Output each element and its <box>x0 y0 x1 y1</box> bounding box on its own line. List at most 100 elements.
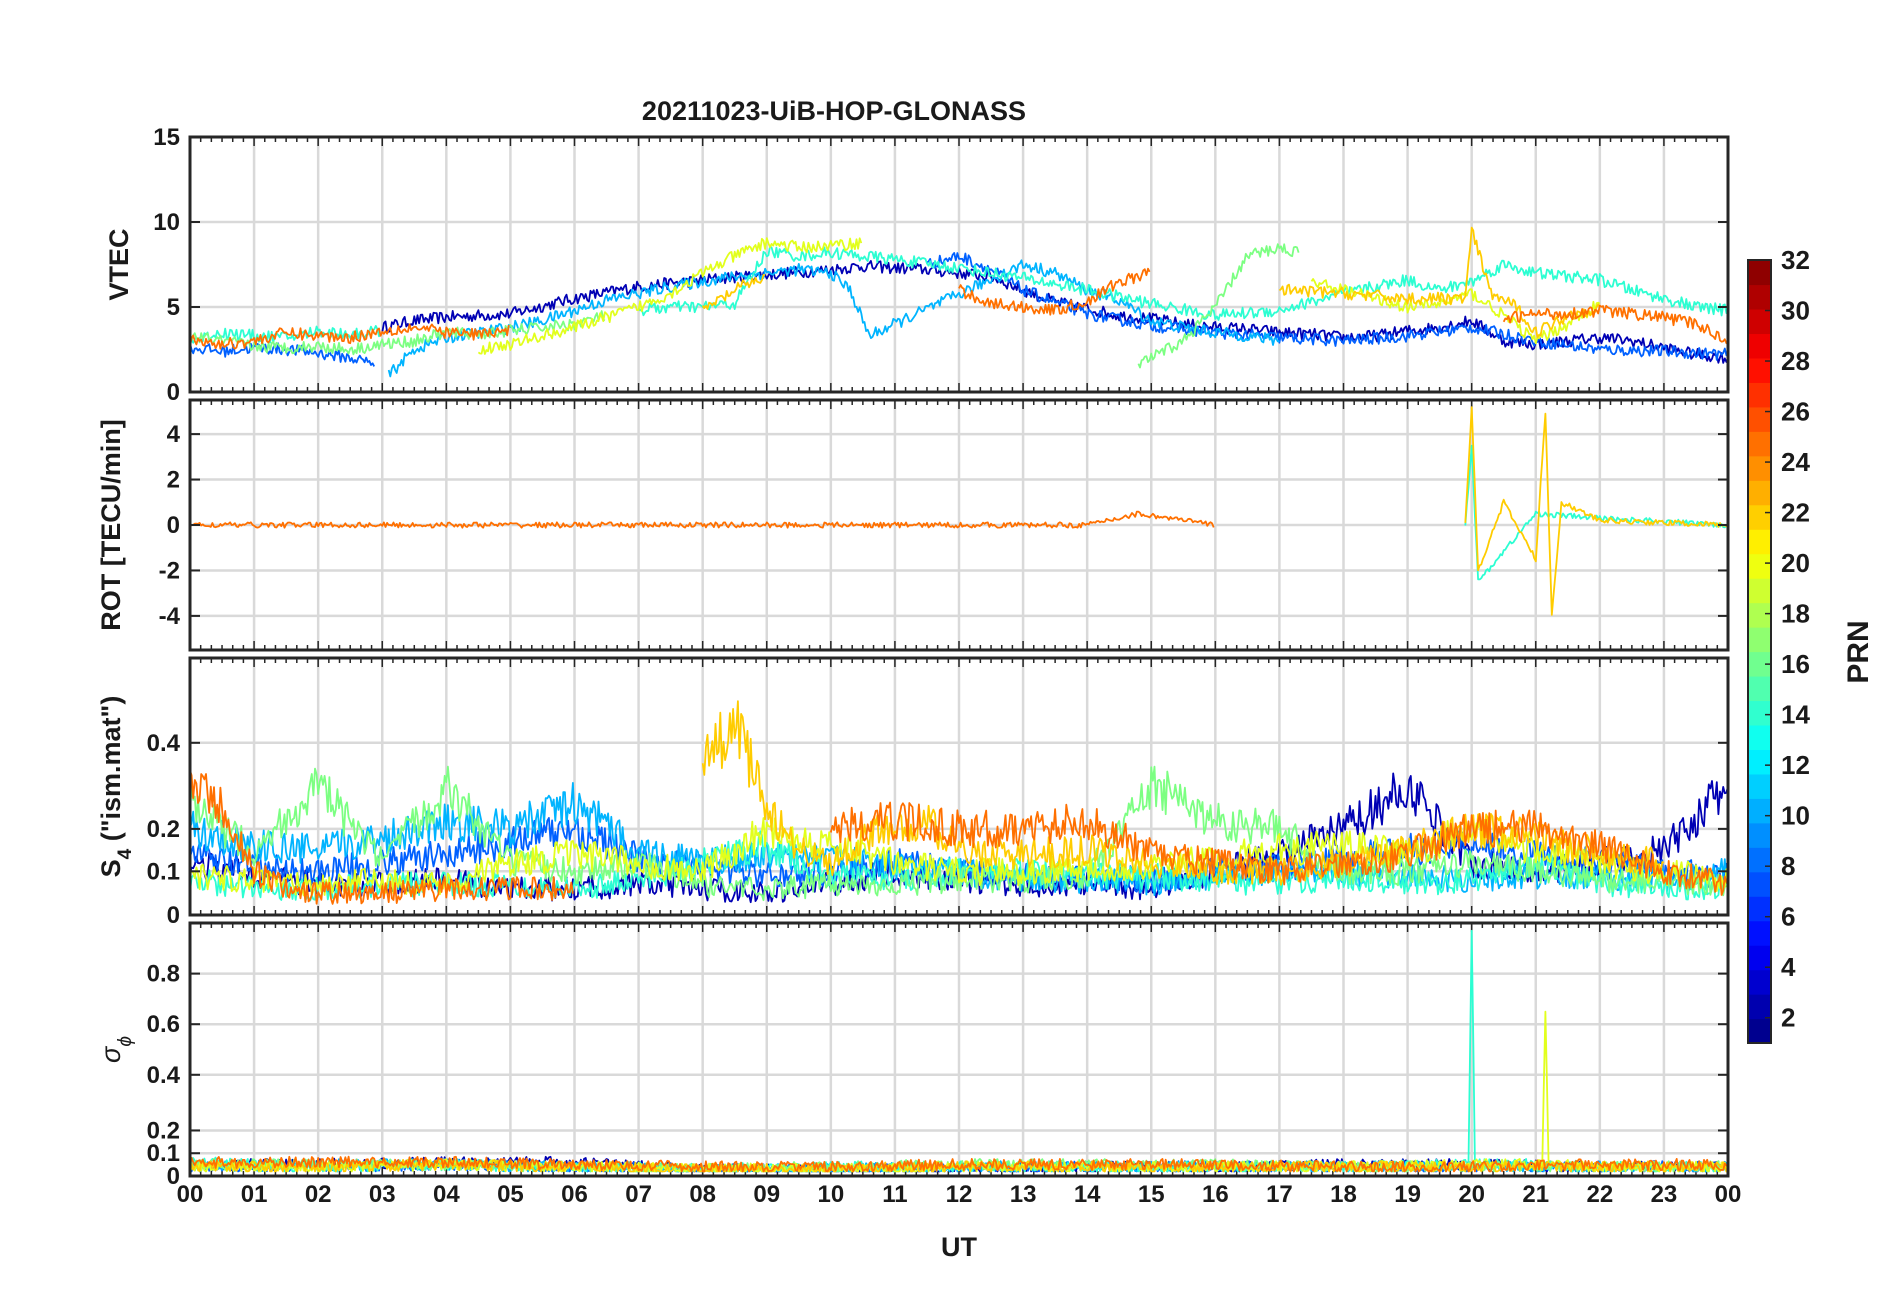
panel-sigphi: 00.10.2 0.4 0.6 0.8 σϕ <box>96 921 1730 1190</box>
colorbar-tick-label: 20 <box>1781 548 1810 578</box>
vtec-frame <box>188 135 1730 394</box>
vtec-lines <box>189 226 1729 378</box>
y-tick-label: -4 <box>159 603 181 630</box>
colorbar-band <box>1748 627 1771 653</box>
colorbar-band <box>1748 945 1771 971</box>
colorbar-band <box>1748 773 1771 799</box>
y-tick-label: 0 <box>167 902 180 929</box>
colorbar-band <box>1748 406 1771 432</box>
colorbar-band <box>1748 969 1771 995</box>
colorbar-band <box>1748 1018 1771 1044</box>
x-tick-label: 15 <box>1138 1181 1165 1208</box>
colorbar-tick-label: 8 <box>1781 851 1795 881</box>
rot-lines <box>190 406 1729 616</box>
x-tick-label: 13 <box>1010 1181 1037 1208</box>
x-tick-label: 09 <box>753 1181 780 1208</box>
y-tick-label: 0.1 <box>147 1140 180 1167</box>
y-axis-label-text: ROT [TECU/min] <box>96 419 126 630</box>
x-tick-label: 14 <box>1074 1181 1101 1208</box>
x-tick-label: 00 <box>177 1181 204 1208</box>
rot-frame <box>188 398 1730 652</box>
colorbar-band <box>1748 357 1771 383</box>
y-tick-label: 0.4 <box>147 730 181 757</box>
series-line-prn-21 <box>1464 406 1729 616</box>
y-tick-label: 2 <box>167 467 180 494</box>
series-line-prn-24 <box>189 1155 1729 1173</box>
colorbar-band <box>1748 847 1771 873</box>
x-tick-label: 22 <box>1586 1181 1613 1208</box>
x-tick-label: 07 <box>625 1181 652 1208</box>
colorbar-band <box>1748 602 1771 628</box>
y-tick-label: 4 <box>167 421 181 448</box>
colorbar-band <box>1748 822 1771 848</box>
panel-rot: -4 -2 0 2 4 ROT [TECU/min] <box>96 398 1730 652</box>
y-tick-label: 15 <box>153 124 180 151</box>
x-tick-label: 03 <box>369 1181 396 1208</box>
y-tick-label: 0 <box>167 512 180 539</box>
x-axis-label: UT <box>941 1232 977 1262</box>
y-tick-label: -2 <box>159 557 180 584</box>
colorbar-band <box>1748 480 1771 506</box>
series-line-prn-24 <box>189 267 1729 350</box>
y-tick-label: 0.1 <box>147 858 180 885</box>
colorbar-tick-label: 4 <box>1781 952 1796 982</box>
s4-y-ticks: 0 0.1 0.2 0.4 <box>147 730 1728 929</box>
sigphi-y-axis-label: σϕ <box>96 1036 136 1063</box>
y-tick-label: 0 <box>167 379 180 406</box>
colorbar-band <box>1748 529 1771 555</box>
series-line-prn-21 <box>701 700 1665 886</box>
colorbar-band <box>1748 333 1771 359</box>
series-line-prn-16 <box>189 765 1729 902</box>
colorbar-band <box>1748 308 1771 335</box>
x-tick-label: 18 <box>1330 1181 1357 1208</box>
colorbar-tick-label: 28 <box>1781 346 1810 376</box>
series-line-prn-24 <box>189 770 1729 905</box>
colorbar-band <box>1748 431 1771 457</box>
x-axis-ticks: 00 01 02 03 04 05 06 07 08 09 10 11 12 13 14 15 16 17 18 19… <box>177 1181 1742 1208</box>
colorbar-tick-label: 32 <box>1781 245 1810 275</box>
colorbar-band <box>1748 798 1771 824</box>
y-axis-label-text: σϕ <box>96 1036 136 1063</box>
colorbar-tick-label: 18 <box>1781 599 1810 629</box>
x-tick-label: 21 <box>1522 1181 1549 1208</box>
x-tick-label: 00 <box>1715 1181 1742 1208</box>
colorbar-band <box>1748 675 1771 702</box>
y-tick-label: 0 <box>167 1163 180 1190</box>
colorbar-band <box>1748 260 1771 286</box>
colorbar-band <box>1748 284 1771 310</box>
series-line-prn-10 <box>387 259 1280 378</box>
chart-title: 20211023-UiB-HOP-GLONASS <box>642 96 1026 126</box>
sigphi-y-ticks: 00.10.2 0.4 0.6 0.8 <box>147 961 1728 1190</box>
x-tick-label: 05 <box>497 1181 524 1208</box>
s4-frame <box>188 656 1730 917</box>
colorbar-tick-label: 10 <box>1781 801 1810 831</box>
colorbar-tick-label: 2 <box>1781 1003 1795 1033</box>
colorbar-tick-label: 6 <box>1781 902 1795 932</box>
x-tick-label: 01 <box>241 1181 268 1208</box>
rot-y-axis-label: ROT [TECU/min] <box>96 419 126 630</box>
colorbar-tick-label: 12 <box>1781 750 1810 780</box>
s4-lines <box>189 700 1729 905</box>
colorbar-band <box>1748 994 1771 1020</box>
colorbar-band <box>1748 504 1771 530</box>
colorbar-tick-label: 16 <box>1781 649 1810 679</box>
colorbar-band <box>1748 896 1771 922</box>
sigphi-frame <box>188 921 1730 1178</box>
y-tick-label: 0.2 <box>147 1117 180 1144</box>
rot-y-ticks: -4 -2 0 2 4 <box>159 421 1728 630</box>
panel-vtec: 0 5 10 15 VTEC <box>104 124 1730 406</box>
x-tick-label: 23 <box>1651 1181 1678 1208</box>
colorbar-band <box>1748 455 1771 481</box>
y-tick-label: 5 <box>167 294 180 321</box>
colorbar-band <box>1748 700 1771 726</box>
x-tick-label: 11 <box>882 1181 907 1208</box>
y-axis-label-text: S4 ("ism.mat") <box>96 696 136 878</box>
y-tick-label: 10 <box>153 209 180 236</box>
y-tick-label: 0.2 <box>147 816 180 843</box>
y-axis-label-text: VTEC <box>104 228 134 300</box>
colorbar-band <box>1748 749 1771 775</box>
colorbar-band <box>1748 553 1771 579</box>
x-tick-label: 16 <box>1202 1181 1229 1208</box>
